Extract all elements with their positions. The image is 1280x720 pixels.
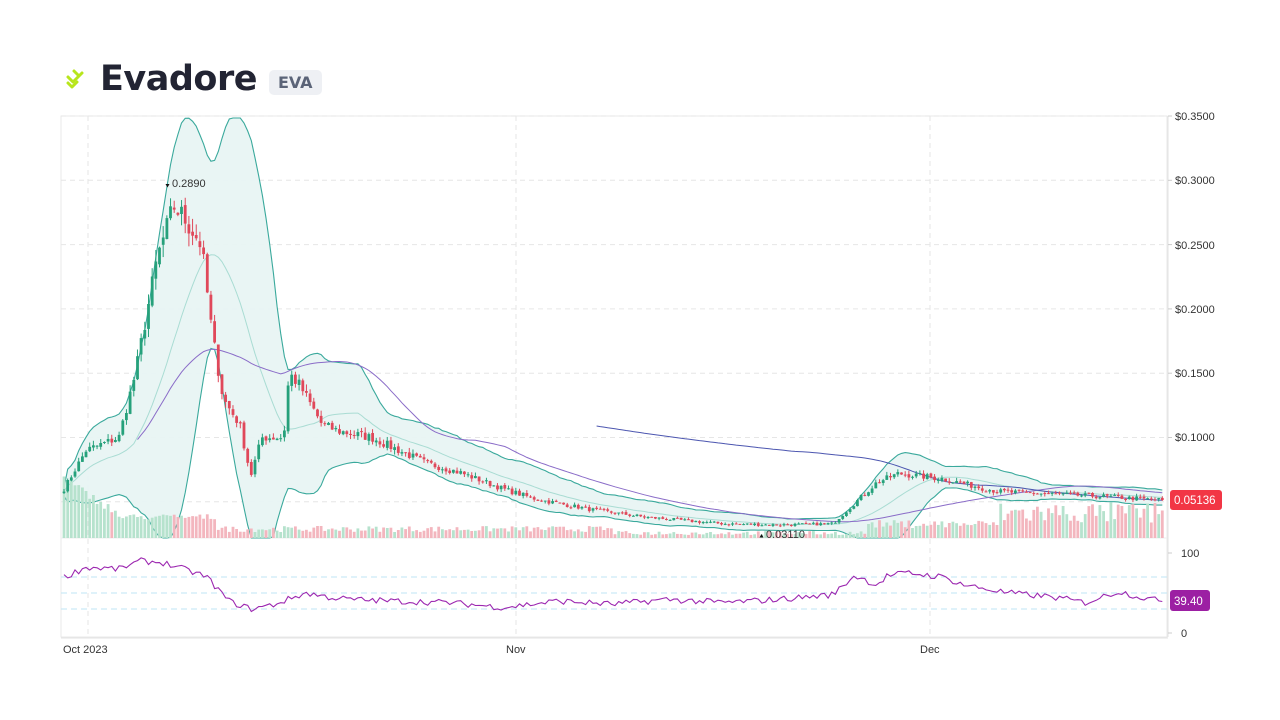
rsi-label-0: 0 <box>1181 628 1187 640</box>
volume-bars <box>62 476 1164 538</box>
ticker-badge: EVA <box>268 69 322 95</box>
price-label: $0.3000 <box>1175 175 1215 187</box>
price-label: $0.1500 <box>1175 368 1215 380</box>
chart-axes <box>61 115 1172 639</box>
price-label: $0.3500 <box>1175 111 1215 123</box>
rsi-current-value: 39.40 <box>1174 596 1203 608</box>
bollinger-bands <box>63 117 1163 539</box>
rsi-pane <box>61 557 1167 613</box>
axis-labels: $0.3500 $0.3000 $0.2500 $0.2000 $0.1500 … <box>63 111 1222 656</box>
time-label-dec: Dec <box>920 644 940 656</box>
high-value: 0.2890 <box>172 178 206 190</box>
asset-name: Evadore <box>100 59 257 99</box>
price-label: $0.2000 <box>1175 304 1215 316</box>
time-label-nov: Nov <box>506 644 526 656</box>
asset-header: Evadore EVA <box>64 56 322 102</box>
last-price-badge: 0.05136 <box>1170 490 1222 510</box>
time-label-oct: Oct 2023 <box>63 644 108 656</box>
price-label: $0.1000 <box>1175 432 1215 444</box>
rsi-label-100: 100 <box>1181 548 1199 560</box>
low-marker: 0.03110 <box>759 529 805 541</box>
candlesticks <box>62 197 1164 528</box>
double-chevron-logo-icon <box>66 69 84 89</box>
low-value: 0.03110 <box>766 529 805 541</box>
last-price-value: 0.05136 <box>1174 495 1216 507</box>
price-label: $0.2500 <box>1175 240 1215 252</box>
high-marker: 0.2890 <box>165 178 206 190</box>
rsi-value-badge: 39.40 <box>1170 590 1210 611</box>
